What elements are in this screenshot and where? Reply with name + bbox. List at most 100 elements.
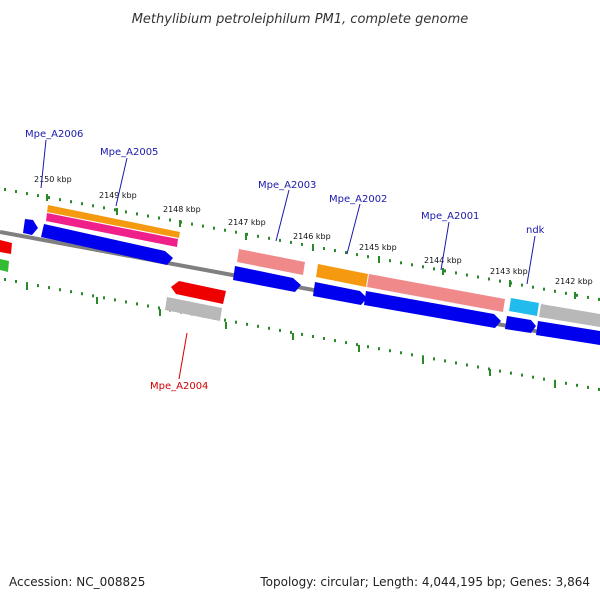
inner-tick-dot	[301, 332, 303, 336]
outer-tick-dot	[521, 283, 523, 287]
cds-a2005[interactable]	[41, 224, 173, 265]
outer-tick-dot	[268, 236, 270, 240]
feature-green-left[interactable]	[0, 259, 9, 272]
outer-tick-dot	[235, 230, 237, 234]
cds-a2001[interactable]	[364, 291, 501, 328]
major-tick	[245, 233, 247, 240]
inner-tick-dot	[576, 383, 578, 387]
outer-tick-dot	[136, 212, 138, 216]
outer-tick-dot	[15, 190, 17, 193]
outer-tick-dot	[554, 289, 556, 293]
outer-tick-dot	[81, 202, 83, 206]
inner-tick-dot	[37, 284, 39, 288]
inner-tick-dot	[598, 387, 600, 391]
cds-a2003[interactable]	[233, 266, 301, 292]
inner-tick-dot	[103, 296, 105, 300]
outer-tick-dot	[499, 279, 501, 283]
inner-tick-dot	[59, 288, 61, 292]
gene-label-mpe-a2004[interactable]: Mpe_A2004	[150, 381, 208, 392]
feature-cyan-ndk[interactable]	[509, 298, 539, 316]
outer-tick-dot	[59, 198, 61, 202]
inner-tick-dot	[92, 294, 94, 298]
inner-major-tick	[26, 283, 28, 290]
inner-tick-dot	[334, 339, 336, 343]
inner-tick-dot	[565, 381, 567, 385]
inner-tick-dot	[114, 298, 116, 302]
outer-tick-dot	[477, 275, 479, 279]
inner-major-tick	[292, 333, 294, 340]
inner-tick-dot	[499, 369, 501, 373]
feature-salmon-a2001[interactable]	[367, 274, 505, 312]
cds-right-edge[interactable]	[536, 321, 600, 345]
inner-tick-dot	[257, 324, 259, 328]
inner-tick-dot	[477, 365, 479, 369]
outer-tick-dot	[565, 291, 567, 295]
gene-label-mpe-a2002[interactable]: Mpe_A2002	[329, 194, 387, 205]
outer-tick-dot	[444, 269, 446, 273]
tick-label: 2145 kbp	[359, 243, 397, 252]
feature-orange-a2005[interactable]	[47, 205, 180, 238]
inner-major-tick	[96, 297, 98, 304]
cds-ndk[interactable]	[505, 316, 536, 333]
outer-tick-dot	[433, 267, 435, 271]
feature-orange-a2002[interactable]	[316, 264, 368, 287]
inner-tick-dot	[444, 359, 446, 363]
inner-tick-ring	[4, 278, 600, 391]
tick-label: 2150 kbp	[34, 175, 72, 184]
scale-ticks: 2150 kbp 2149 kbp 2148 kbp 2147 kbp 2146 kbp…	[26, 175, 593, 388]
inner-tick-dot	[15, 280, 17, 283]
outer-tick-dot	[334, 249, 336, 253]
inner-tick-dot	[312, 335, 314, 338]
cds-a2002[interactable]	[313, 282, 367, 305]
outer-tick-dot	[213, 226, 215, 230]
gene-label-mpe-a2003[interactable]: Mpe_A2003	[258, 180, 316, 191]
outer-tick-dot	[202, 224, 204, 228]
gene-label-mpe-a2006[interactable]: Mpe_A2006	[25, 129, 83, 140]
inner-tick-dot	[455, 361, 457, 365]
feature-magenta-a2005[interactable]	[46, 213, 178, 247]
major-tick	[116, 208, 118, 215]
inner-tick-dot	[367, 345, 369, 349]
inner-tick-dot	[147, 304, 149, 308]
outer-tick-dot	[26, 192, 28, 196]
major-tick	[442, 268, 444, 275]
gene-label-mpe-a2001[interactable]: Mpe_A2001	[421, 211, 479, 222]
outer-tick-dot	[158, 216, 160, 220]
outer-tick-dot	[598, 297, 600, 301]
outer-tick-dot	[301, 242, 303, 246]
inner-tick-dot	[378, 347, 380, 351]
feature-tracks	[0, 205, 600, 345]
map-title: Methylibium petroleiphilum PM1, complete…	[132, 12, 469, 27]
tick-label: 2149 kbp	[99, 191, 137, 200]
inner-major-tick	[159, 309, 161, 316]
cds-a2004-reverse[interactable]	[171, 281, 226, 304]
inner-major-tick	[225, 322, 227, 329]
feature-gray-a2004[interactable]	[165, 297, 222, 321]
outer-tick-dot	[37, 194, 39, 198]
feature-gray-right[interactable]	[539, 304, 600, 327]
major-tick	[179, 220, 181, 227]
tick-label: 2142 kbp	[555, 277, 593, 286]
feature-red-left[interactable]	[0, 240, 12, 254]
outer-tick-dot	[543, 287, 545, 291]
inner-tick-dot	[224, 318, 226, 322]
genome-backbone	[0, 230, 600, 345]
accession-text: Accession: NC_008825	[9, 575, 145, 589]
outer-tick-dot	[389, 259, 391, 263]
outer-tick-dot	[48, 196, 50, 200]
tick-label: 2143 kbp	[490, 267, 528, 276]
label-leaders	[40, 139, 536, 380]
outer-tick-dot	[4, 188, 6, 191]
tick-label: 2148 kbp	[163, 205, 201, 214]
inner-major-tick	[554, 381, 556, 388]
gene-label-mpe-a2005[interactable]: Mpe_A2005	[100, 147, 158, 158]
outer-tick-dot	[257, 234, 259, 238]
outer-tick-dot	[400, 261, 402, 265]
inner-tick-dot	[532, 375, 534, 379]
cds-small-2150[interactable]	[23, 219, 38, 235]
gene-label-ndk[interactable]: ndk	[526, 225, 545, 236]
genome-summary-text: Topology: circular; Length: 4,044,195 bp…	[259, 575, 590, 589]
inner-tick-dot	[268, 326, 270, 330]
major-tick	[312, 244, 314, 251]
feature-salmon-a2003[interactable]	[237, 249, 305, 275]
